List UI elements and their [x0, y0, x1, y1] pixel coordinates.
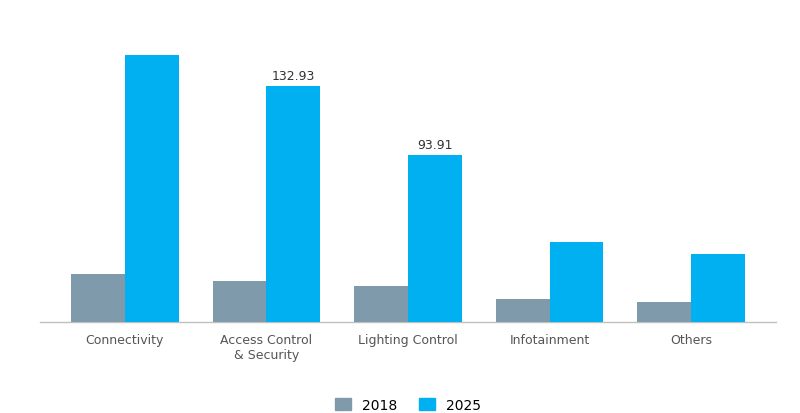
- Bar: [638, 303, 691, 322]
- Legend: 2018, 2025: 2018, 2025: [334, 398, 482, 412]
- Bar: [71, 274, 125, 322]
- Bar: [266, 86, 320, 322]
- Text: 93.91: 93.91: [417, 139, 453, 152]
- Bar: [408, 156, 462, 322]
- Bar: [550, 242, 603, 322]
- Bar: [691, 255, 745, 322]
- Bar: [213, 281, 266, 322]
- Bar: [354, 287, 408, 322]
- Text: 132.93: 132.93: [272, 70, 315, 83]
- Bar: [125, 56, 178, 322]
- Bar: [496, 299, 550, 322]
